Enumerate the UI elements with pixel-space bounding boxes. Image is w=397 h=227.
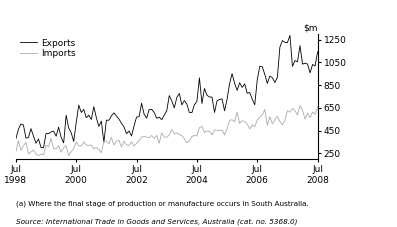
Exports [39, 146, 43, 149]
Imports [220, 129, 224, 131]
Exports [300, 63, 305, 66]
Line: Exports: Exports [16, 35, 318, 148]
Imports [300, 109, 305, 111]
Exports [13, 137, 18, 140]
Exports [144, 117, 149, 120]
Imports [36, 154, 41, 157]
Imports [298, 104, 303, 107]
Imports [144, 136, 149, 138]
Exports [87, 114, 91, 116]
Exports [46, 132, 51, 135]
Text: $m: $m [303, 24, 318, 33]
Line: Imports: Imports [16, 106, 318, 155]
Exports [204, 94, 209, 97]
Imports [87, 144, 91, 147]
Exports [315, 50, 320, 53]
Imports [315, 106, 320, 109]
Legend: Exports, Imports: Exports, Imports [20, 39, 76, 58]
Imports [46, 145, 51, 148]
Text: Source: International Trade in Goods and Services, Australia (cat. no. 5368.0): Source: International Trade in Goods and… [16, 218, 297, 225]
Text: (a) Where the final stage of production or manufacture occurs in South Australia: (a) Where the final stage of production … [16, 201, 308, 207]
Exports [220, 98, 224, 100]
Imports [13, 151, 18, 153]
Exports [287, 34, 292, 37]
Imports [204, 130, 209, 132]
